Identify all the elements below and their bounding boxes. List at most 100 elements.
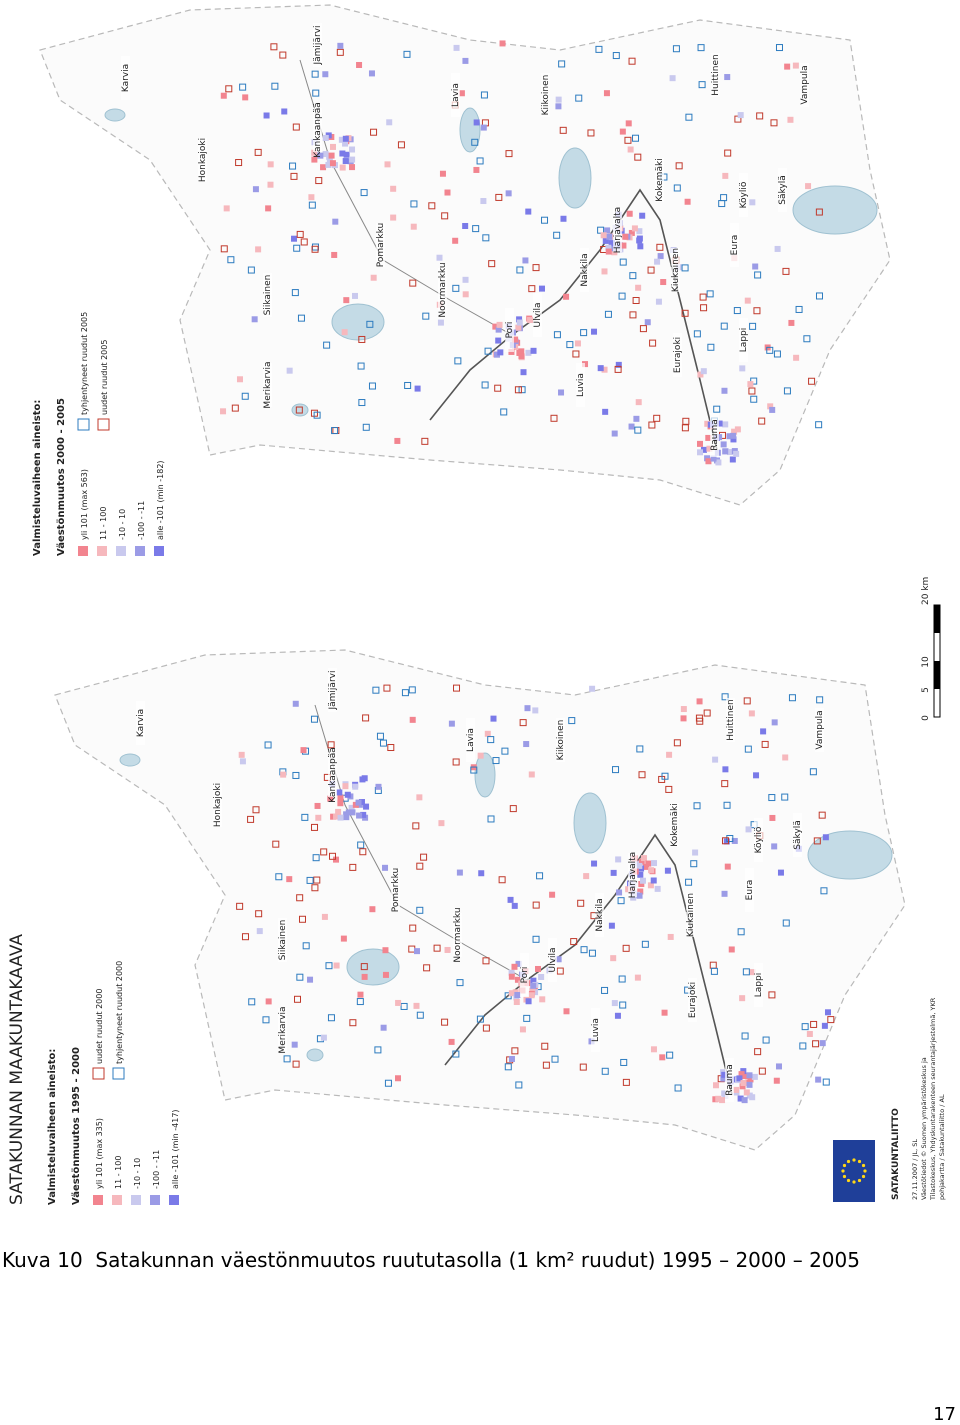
pop-square (286, 876, 293, 883)
scale-label: 0 (921, 715, 931, 721)
pop-square (627, 146, 634, 153)
outline-square (743, 697, 751, 705)
place-label: Eurajoki (688, 982, 698, 1018)
pop-square (328, 152, 335, 159)
pop-square (520, 369, 527, 376)
place-label-bg (376, 223, 385, 267)
outline-square (601, 986, 609, 994)
pop-square (605, 248, 612, 255)
pop-square (651, 860, 658, 867)
pop-square (739, 365, 746, 372)
outline-square (416, 906, 424, 914)
outline-square (452, 1050, 460, 1058)
outline-square (494, 384, 502, 392)
pop-square (721, 1071, 728, 1078)
pop-square (438, 820, 445, 827)
outline-square (681, 309, 689, 317)
outline-square (587, 129, 595, 137)
place-label-bg (313, 108, 322, 152)
outline-square (416, 1011, 424, 1019)
outline-square (682, 417, 690, 425)
outline-square (638, 771, 646, 779)
place-label-bg (739, 318, 748, 362)
pop-square (409, 716, 416, 723)
pop-square (753, 772, 760, 779)
pop-square (314, 802, 321, 809)
outline-square (629, 311, 637, 319)
outline-square (685, 878, 693, 886)
outline-square (617, 897, 625, 905)
outline-square (312, 854, 320, 862)
outline-square (580, 329, 588, 337)
place-label-bg (688, 978, 697, 1022)
pop-square (767, 403, 774, 410)
eu-star (857, 1159, 862, 1164)
pop-square (530, 977, 537, 984)
place-label: Kiikoinen (541, 75, 551, 116)
pop-square (380, 1024, 387, 1031)
legend-item: 11 - 100 (114, 1156, 123, 1189)
place-label-bg (451, 73, 460, 117)
outline-square (300, 238, 308, 246)
place-label: Säkylä (793, 820, 803, 849)
pop-square (292, 700, 299, 707)
pop-square (337, 800, 344, 807)
outline-square (713, 405, 721, 413)
outline-square (356, 998, 364, 1006)
pop-square (508, 969, 515, 976)
pop-square (822, 834, 829, 841)
outline-square (311, 884, 319, 892)
pop-square (514, 976, 521, 983)
lake (558, 147, 592, 209)
outline-square (661, 772, 669, 780)
outline-square (681, 264, 689, 272)
pop-square (610, 955, 617, 962)
pop-square (525, 998, 532, 1005)
outline-square (532, 901, 540, 909)
outline-square (302, 942, 310, 950)
outline-square (597, 226, 605, 234)
outline-square (675, 162, 683, 170)
outline-square (612, 52, 620, 60)
pop-square (784, 63, 791, 70)
outline-square (801, 1023, 809, 1031)
pop-square (357, 991, 364, 998)
pop-square (349, 156, 356, 163)
legend-title: Valmisteluvaiheen aineisto: (32, 400, 43, 556)
pop-square (473, 166, 480, 173)
outline-square (693, 330, 701, 338)
pop-square (390, 214, 397, 221)
pop-square (395, 999, 402, 1006)
outline-square (761, 740, 769, 748)
pop-square (265, 998, 272, 1005)
pop-square (516, 316, 523, 323)
pop-square (815, 1076, 822, 1083)
outline-square (315, 177, 323, 185)
outline-square (674, 1084, 682, 1092)
pop-square (331, 251, 338, 258)
pop-square (549, 891, 556, 898)
pop-square (615, 361, 622, 368)
pop-square (480, 124, 487, 131)
outline-square (327, 1014, 335, 1022)
place-label-bg (793, 813, 802, 857)
outline-square (374, 1046, 382, 1054)
outline-square (815, 208, 823, 216)
lake (573, 792, 607, 854)
pop-square (495, 337, 502, 344)
pop-square (721, 387, 728, 394)
eu-star (861, 1174, 866, 1179)
pop-square (337, 794, 344, 801)
pop-square (705, 458, 712, 465)
place-label: Kankaanpää (313, 102, 323, 158)
pop-square (355, 799, 362, 806)
outline-square (275, 873, 283, 881)
pop-square (478, 870, 485, 877)
pop-square (326, 157, 333, 164)
pop-square (722, 766, 729, 773)
place-label-bg (453, 913, 462, 957)
caption: Kuva 10 Satakunnan väestönmuutos ruututa… (2, 1248, 860, 1272)
pop-square (522, 257, 529, 264)
legend-swatch (169, 1195, 179, 1205)
pop-square (726, 433, 733, 440)
